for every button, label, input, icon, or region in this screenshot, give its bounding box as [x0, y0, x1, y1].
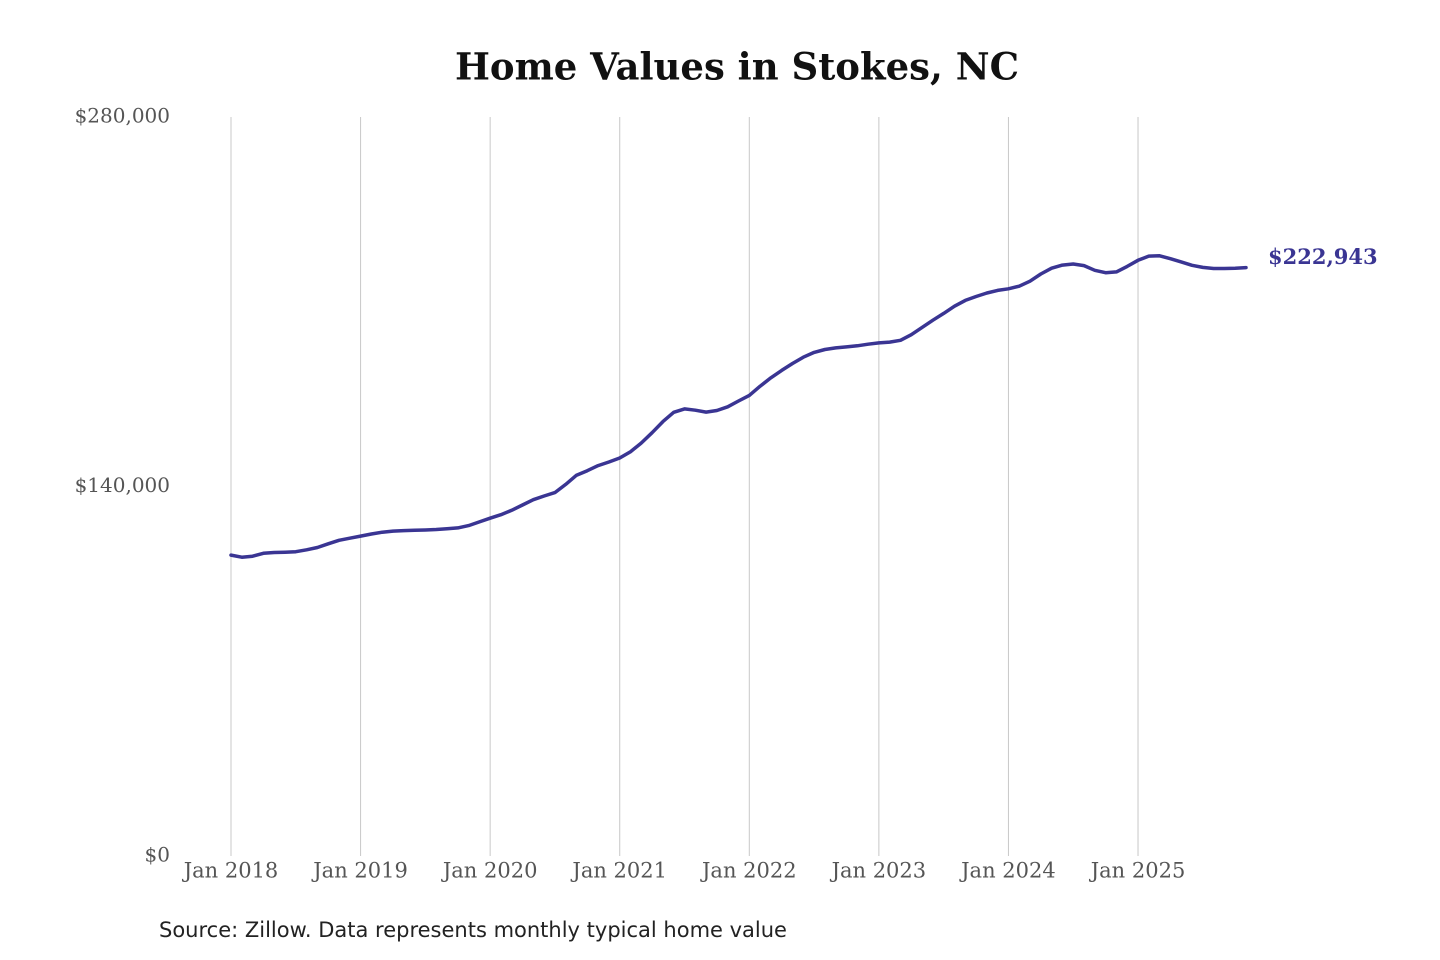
x-tick-label: Jan 2021 [570, 859, 667, 883]
y-tick-label: $280,000 [75, 104, 170, 128]
data-line [229, 254, 1248, 559]
source-note: Source: Zillow. Data represents monthly … [159, 918, 787, 942]
y-tick-label: $140,000 [75, 473, 170, 497]
x-tick-label: Jan 2018 [182, 859, 279, 883]
value-label: $222,943 [1268, 244, 1378, 269]
x-tick-label: Jan 2019 [311, 859, 408, 883]
x-tick-label: Jan 2023 [830, 859, 927, 883]
x-tick-label: Jan 2024 [959, 859, 1056, 883]
x-tick-label: Jan 2022 [700, 859, 797, 883]
chart-title: Home Values in Stokes, NC [455, 45, 1019, 89]
y-tick-label: $0 [145, 843, 170, 867]
x-tick-label: Jan 2020 [441, 859, 538, 883]
x-tick-label: Jan 2025 [1089, 859, 1186, 883]
